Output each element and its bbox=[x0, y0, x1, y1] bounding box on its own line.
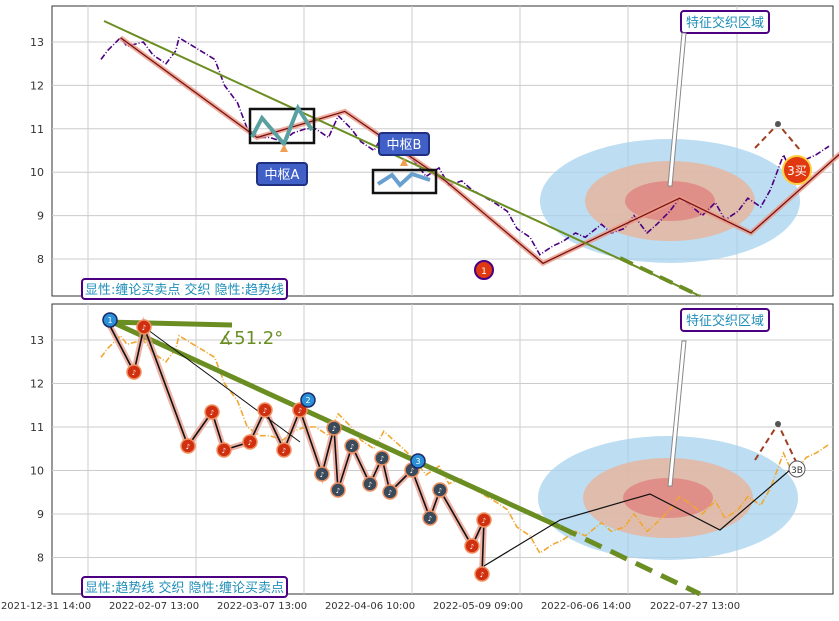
upper-ytick-label: 10 bbox=[30, 166, 44, 179]
lower-ytick-label: 13 bbox=[30, 334, 44, 347]
lower-signal-glyph: ♪ bbox=[470, 543, 474, 551]
lower-marker2-text: 2 bbox=[305, 396, 310, 405]
x-tick-label: 2022-02-07 13:00 bbox=[109, 601, 199, 612]
lower-signal-glyph: ♪ bbox=[428, 515, 432, 523]
lower-marker3-text: 3 bbox=[415, 457, 420, 466]
upper-buy3-text: 3买 bbox=[787, 164, 807, 178]
upper-ytick-label: 12 bbox=[30, 79, 44, 92]
upper-ytick-label: 9 bbox=[37, 210, 44, 223]
lower-projection-apex bbox=[775, 421, 781, 427]
lower-angle-label: ∡51.2° bbox=[218, 328, 283, 349]
lower-signal-glyph: ♪ bbox=[248, 439, 252, 447]
lower-buy3-text: 3B bbox=[791, 466, 803, 476]
lower-signal-glyph: ♪ bbox=[438, 487, 442, 495]
x-tick-label: 2022-06-06 14:00 bbox=[541, 601, 631, 612]
lower-signal-glyph: ♪ bbox=[410, 467, 414, 475]
lower-ytick-label: 10 bbox=[30, 465, 44, 478]
lower-signal-glyph: ♪ bbox=[142, 324, 146, 332]
lower-signal-glyph: ♪ bbox=[332, 425, 336, 433]
x-tick-label: 2022-07-27 13:00 bbox=[650, 601, 740, 612]
lower-signal-glyph: ♪ bbox=[368, 481, 372, 489]
upper-buy1-text: 1 bbox=[481, 267, 487, 277]
x-tick-label: 2022-05-09 09:00 bbox=[433, 601, 523, 612]
lower-ytick-label: 12 bbox=[30, 378, 44, 391]
upper-ytick-label: 13 bbox=[30, 36, 44, 49]
lower-ytick-label: 11 bbox=[30, 421, 44, 434]
upper-zhongshu-a-label-text: 中枢A bbox=[265, 168, 300, 183]
upper-legend-note-text: 显性:缠论买卖点 交织 隐性:趋势线 bbox=[85, 282, 284, 298]
lower-signal-glyph: ♪ bbox=[222, 447, 226, 455]
lower-signal-glyph: ♪ bbox=[320, 471, 324, 479]
upper-ytick-label: 8 bbox=[37, 253, 44, 266]
lower-signal-glyph: ♪ bbox=[482, 517, 486, 525]
lower-signal-glyph: ♪ bbox=[186, 443, 190, 451]
x-tick-label: 2022-03-07 13:00 bbox=[217, 601, 307, 612]
upper-feature-zone-label-text: 特征交织区域 bbox=[686, 15, 764, 31]
lower-signal-glyph: ♪ bbox=[210, 409, 214, 417]
lower-signal-glyph: ♪ bbox=[132, 369, 136, 377]
x-tick-label: 2021-12-31 14:00 bbox=[1, 601, 91, 612]
lower-feature-zone-label-text: 特征交织区域 bbox=[686, 313, 764, 329]
lower-signal-glyph: ♪ bbox=[350, 443, 354, 451]
lower-signal-glyph: ♪ bbox=[336, 487, 340, 495]
upper-zhongshu-b-label-text: 中枢B bbox=[387, 138, 422, 153]
lower-signal-glyph: ♪ bbox=[298, 407, 302, 415]
lower-signal-glyph: ♪ bbox=[480, 571, 484, 579]
lower-signal-glyph: ♪ bbox=[282, 447, 286, 455]
lower-marker1-text: 1 bbox=[107, 316, 112, 325]
lower-legend-note-text: 显性:趋势线 交织 隐性:缠论买卖点 bbox=[85, 580, 284, 596]
lower-signal-glyph: ♪ bbox=[263, 407, 267, 415]
lower-ytick-label: 8 bbox=[37, 552, 44, 565]
lower-signal-glyph: ♪ bbox=[388, 489, 392, 497]
lower-ytick-label: 9 bbox=[37, 508, 44, 521]
upper-ytick-label: 11 bbox=[30, 123, 44, 136]
upper-projection-apex bbox=[775, 121, 781, 127]
lower-signal-glyph: ♪ bbox=[380, 455, 384, 463]
x-tick-label: 2022-04-06 10:00 bbox=[325, 601, 415, 612]
